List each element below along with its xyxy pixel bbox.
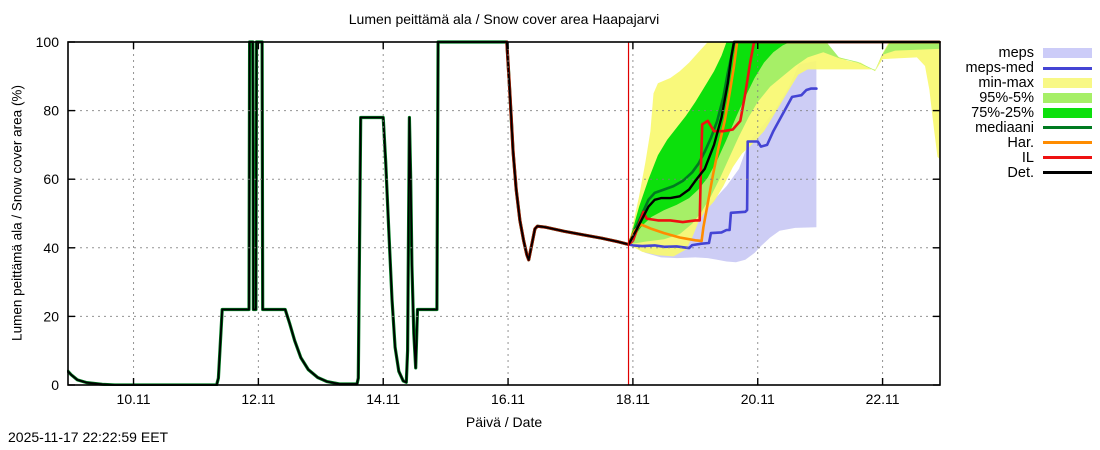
legend-item-meps-med: meps-med [850,61,1095,76]
line-history-det [67,41,630,386]
line-history-il [505,40,630,262]
95-5-band-swatch [1043,93,1092,104]
legend-label: IL [1021,149,1034,166]
y-tick-label: 100 [36,34,60,50]
chart-title: Lumen peittämä ala / Snow cover area Haa… [348,11,660,27]
legend-label: Har. [1007,134,1034,151]
grid-lines [68,42,940,385]
y-tick-label: 60 [43,171,59,187]
legend-label: meps-med [965,60,1035,77]
legend-label: Det. [1007,164,1034,181]
legend-item-det: Det. [850,165,1095,180]
y-tick-label: 0 [51,377,59,393]
75-25-band-swatch [1043,108,1092,118]
x-tick-label: 10.11 [117,391,151,407]
x-tick-label: 16.11 [491,391,525,407]
legend-item-mediaani: mediaani [850,120,1095,135]
line-har [627,40,941,246]
line-meps-med [627,87,818,250]
legend-label: meps [998,45,1034,62]
legend-item-75-25: 75%-25% [850,106,1095,121]
axis-frame [67,41,941,386]
axis-ticks [68,41,940,386]
legend-label: 75%-25% [971,105,1034,121]
legend-label: mediaani [975,119,1034,136]
band-meps [628,60,817,263]
legend-item-meps: meps [850,46,1095,61]
legend-label: 95%-5% [979,90,1034,107]
line-det [627,40,941,246]
x-tick-label: 12.11 [241,391,275,407]
x-tick-label: 22.11 [866,391,900,407]
meps-band-swatch [1043,48,1092,59]
x-tick-label: 20.11 [741,391,775,407]
mediaani-line-swatch [1043,126,1092,130]
line-history-mediaani [67,40,631,386]
plot-timestamp: 2025-11-17 22:22:59 EET [8,429,169,445]
x-tick-label: 18.11 [616,391,650,407]
chart-legend: meps meps-med min-max 95%-5% 75%-25% med… [850,46,1095,180]
y-tick-label: 20 [43,308,59,324]
har-line-swatch [1043,141,1092,145]
det-line-swatch [1043,171,1092,175]
y-tick-label: 40 [43,240,59,256]
plot-area [67,40,941,386]
legend-item-har: Har. [850,135,1095,150]
x-axis-title: Päivä / Date [465,414,543,430]
il-line-swatch [1043,156,1092,160]
legend-item-95-5: 95%-5% [850,91,1095,106]
meps-med-line-swatch [1043,66,1092,70]
min-max-band-swatch [1043,78,1092,89]
legend-item-min-max: min-max [850,76,1095,91]
y-tick-label: 80 [43,103,59,119]
x-tick-label: 14.11 [366,391,400,407]
legend-item-il: IL [850,150,1095,165]
legend-label: min-max [978,75,1034,92]
